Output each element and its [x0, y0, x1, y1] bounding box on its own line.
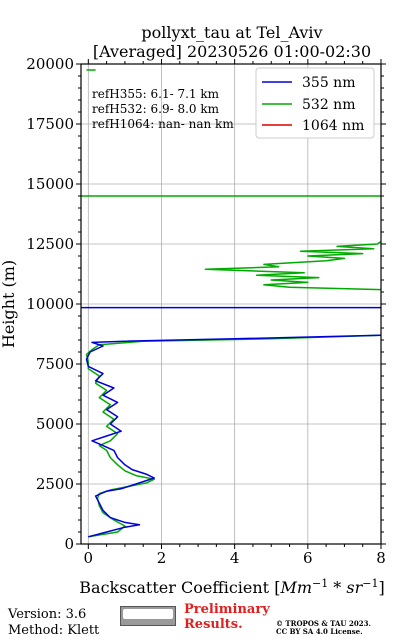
y-tick-label: 12500: [26, 235, 74, 253]
series-line-355-nm: [85, 334, 382, 538]
y-tick-label: 15000: [26, 175, 74, 193]
refh1064-label: refH1064: nan- nan km: [92, 117, 234, 131]
version-info: Version: 3.6 Method: Klett: [8, 607, 99, 639]
y-tick-label: 0: [64, 535, 74, 553]
preliminary-notice: Preliminary Results.: [184, 602, 270, 632]
x-axis-unit-base: Mm: [279, 578, 312, 597]
refh532-label: refH532: 6.9- 8.0 km: [92, 102, 220, 116]
plot-frame: [80, 63, 382, 545]
copyright-line1: © TROPOS & TAU 2023.: [276, 619, 371, 628]
legend-label-532: 532 nm: [302, 97, 355, 113]
preliminary-line1: Preliminary: [184, 602, 270, 617]
y-tick-label: 20000: [26, 55, 74, 73]
x-axis-unit-mid: * sr: [328, 578, 363, 597]
legend: 355 nm 532 nm 1064 nm: [255, 67, 375, 139]
y-tick-label: 10000: [26, 295, 74, 313]
cc-license-badge: [120, 606, 176, 626]
chart-title-line2: [Averaged] 20230526 01:00-02:30: [93, 42, 371, 61]
x-axis-unit-exp1: −1: [312, 577, 328, 590]
x-axis-label-text: Backscatter Coefficient: [79, 578, 269, 597]
x-tick-label: 8: [376, 549, 386, 567]
y-tick-label: 2500: [36, 475, 74, 493]
preliminary-line2: Results.: [184, 617, 243, 632]
series-line-532-nm: [85, 334, 382, 538]
legend-label-1064: 1064 nm: [302, 118, 364, 134]
cc-icons: [123, 609, 173, 619]
y-tick-label: 5000: [36, 415, 74, 433]
legend-label-355: 355 nm: [302, 75, 355, 91]
method-text: Method: Klett: [8, 623, 100, 638]
x-tick-label: 2: [157, 549, 167, 567]
series-layer: [81, 69, 382, 538]
copyright-line2: CC BY SA 4.0 License.: [276, 627, 363, 636]
x-tick-label: 0: [84, 549, 94, 567]
backscatter-chart: pollyxt_tau at Tel_Aviv [Averaged] 20230…: [0, 23, 386, 597]
axis-ticks: 0 2 4 6 8 0 2500 5000 7500 10000 12500 15000 17500 20…: [26, 55, 386, 567]
refh355-label: refH355: 6.1- 7.1 km: [92, 87, 220, 101]
y-tick-label: 17500: [26, 115, 74, 133]
x-axis-label: Backscatter Coefficient [Mm−1 * sr−1]: [79, 577, 384, 597]
reference-heights: refH355: 6.1- 7.1 km refH532: 6.9- 8.0 k…: [92, 87, 234, 131]
copyright-notice: © TROPOS & TAU 2023. CC BY SA 4.0 Licens…: [276, 620, 371, 636]
y-axis-label: Height (m): [0, 260, 18, 348]
series-line-upper-532-nm: [204, 240, 382, 291]
version-text: Version: 3.6: [8, 607, 87, 622]
legend-box: [255, 67, 375, 139]
chart-title-line1: pollyxt_tau at Tel_Aviv: [141, 23, 322, 42]
y-tick-label: 7500: [36, 355, 74, 373]
x-tick-label: 4: [230, 549, 240, 567]
x-axis-unit-exp2: −1: [362, 577, 378, 590]
x-tick-label: 6: [303, 549, 313, 567]
